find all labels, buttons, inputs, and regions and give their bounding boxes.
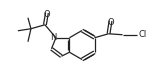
Text: O: O xyxy=(107,18,114,27)
Text: O: O xyxy=(44,10,50,19)
Text: N: N xyxy=(50,33,56,42)
Text: Cl: Cl xyxy=(138,30,147,39)
